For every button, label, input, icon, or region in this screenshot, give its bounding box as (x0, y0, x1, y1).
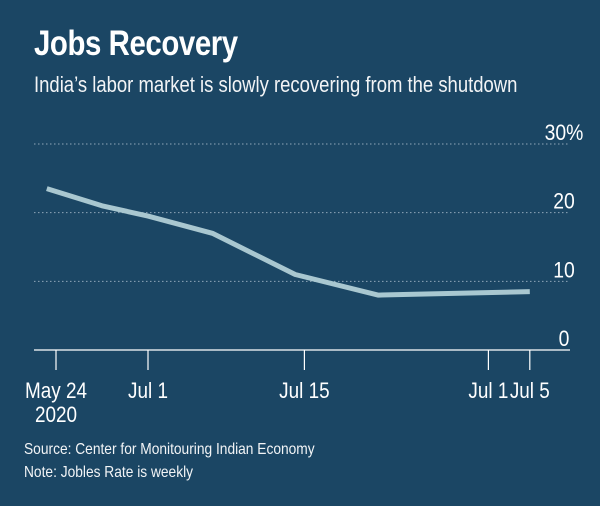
x-tick-label-group: Jul 1 (468, 379, 508, 404)
x-tick-sublabel: 2020 (35, 403, 77, 428)
x-tick-label: Jul 1 (128, 379, 168, 404)
chart-title: Jobs Recovery (34, 24, 238, 63)
x-axis (34, 349, 570, 370)
grid-lines (34, 143, 570, 282)
y-tick-label: 10 (553, 258, 575, 282)
x-tick-label: Jul 5 (510, 379, 550, 404)
series-layer (46, 186, 530, 298)
source-note: Source: Center for Monitouring Indian Ec… (24, 441, 315, 458)
y-tick-label: 20 (553, 190, 575, 214)
x-tick-label-group: Jul 15 (279, 379, 329, 404)
y-tick-label: 0 (559, 327, 570, 351)
x-tick-label-group: Jul 1 (128, 379, 168, 404)
x-tick-label-group: Jul 5 (510, 379, 550, 404)
y-tick-labels: 30% 20 10 0 (545, 121, 584, 351)
x-tick-label: Jul 1 (468, 379, 508, 404)
footnote: Note: Jobles Rate is weekly (24, 464, 194, 481)
x-tick-label: Jul 15 (279, 379, 329, 404)
jobless-rate-line (46, 186, 530, 298)
y-tick-label: 30% (545, 121, 584, 145)
x-tick-label: May 24 (25, 379, 87, 404)
chart-subtitle: India’s labor market is slowly recoverin… (34, 72, 518, 97)
